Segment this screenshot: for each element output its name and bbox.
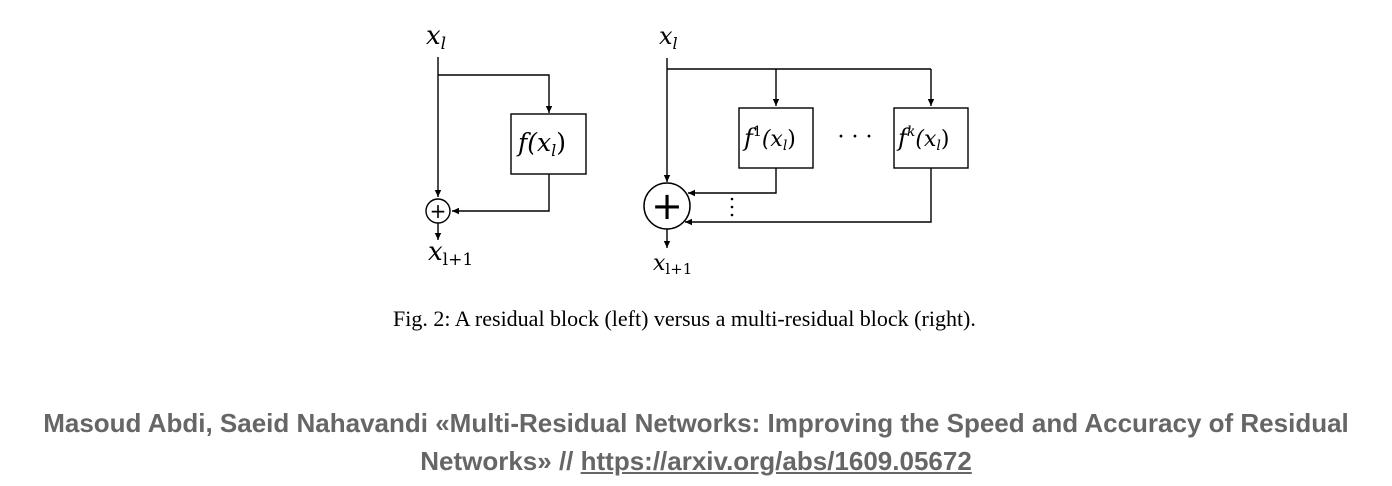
citation-text: Masoud Abdi, Saeid Nahavandi «Multi-Resi… (43, 408, 1349, 476)
left-output-label: xl+1 (428, 237, 473, 270)
left-sum-symbol: + (430, 199, 447, 223)
right-return1-arrow (688, 168, 777, 197)
left-branch-arrow (438, 74, 553, 113)
left-return-arrow (452, 174, 550, 215)
citation: Masoud Abdi, Saeid Nahavandi «Multi-Resi… (0, 404, 1392, 480)
left-residual-block: xl f(xl) + xl+1 (425, 21, 587, 270)
right-multi-residual-block: xl f1(xl) · · · fk(xl) + (643, 22, 969, 278)
right-returnk-arrow (685, 168, 932, 226)
figure-caption: Fig. 2: A residual block (left) versus a… (393, 306, 976, 331)
right-sum-symbol: + (651, 184, 683, 228)
left-input-label: xl (426, 21, 446, 54)
residual-diagram: xl f(xl) + xl+1 xl f1(xl) (425, 21, 969, 278)
right-functionk-label: fk(xl) (896, 124, 949, 154)
right-input-label: xl (659, 22, 678, 53)
left-function-label: f(xl) (516, 128, 566, 160)
citation-link[interactable]: https://arxiv.org/abs/1609.05672 (580, 446, 972, 476)
right-output-label: xl+1 (653, 251, 692, 278)
right-vertical-dots (730, 197, 734, 217)
between-functions-dots: · · · (838, 125, 873, 150)
right-function1-label: f1(xl) (742, 124, 796, 154)
